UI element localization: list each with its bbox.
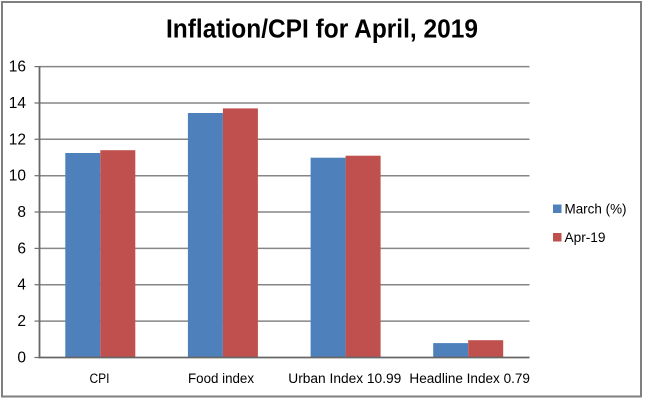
svg-text:6: 6 <box>17 240 26 257</box>
svg-text:10: 10 <box>9 168 27 185</box>
svg-text:March (%): March (%) <box>565 201 627 217</box>
svg-text:Apr-19: Apr-19 <box>565 229 606 245</box>
svg-text:Inflation/CPI for April, 2019: Inflation/CPI for April, 2019 <box>166 16 478 44</box>
svg-text:16: 16 <box>9 59 26 76</box>
svg-text:2: 2 <box>17 313 26 330</box>
svg-text:12: 12 <box>9 131 26 148</box>
svg-text:0: 0 <box>17 350 26 367</box>
svg-text:8: 8 <box>17 204 26 221</box>
svg-text:14: 14 <box>9 95 27 112</box>
svg-text:Food index: Food index <box>188 371 254 386</box>
svg-text:Headline Index 0.79: Headline Index 0.79 <box>409 371 530 386</box>
svg-text:CPI: CPI <box>90 371 110 386</box>
svg-text:4: 4 <box>17 277 26 294</box>
svg-text:Urban Index 10.99: Urban Index 10.99 <box>288 371 401 386</box>
